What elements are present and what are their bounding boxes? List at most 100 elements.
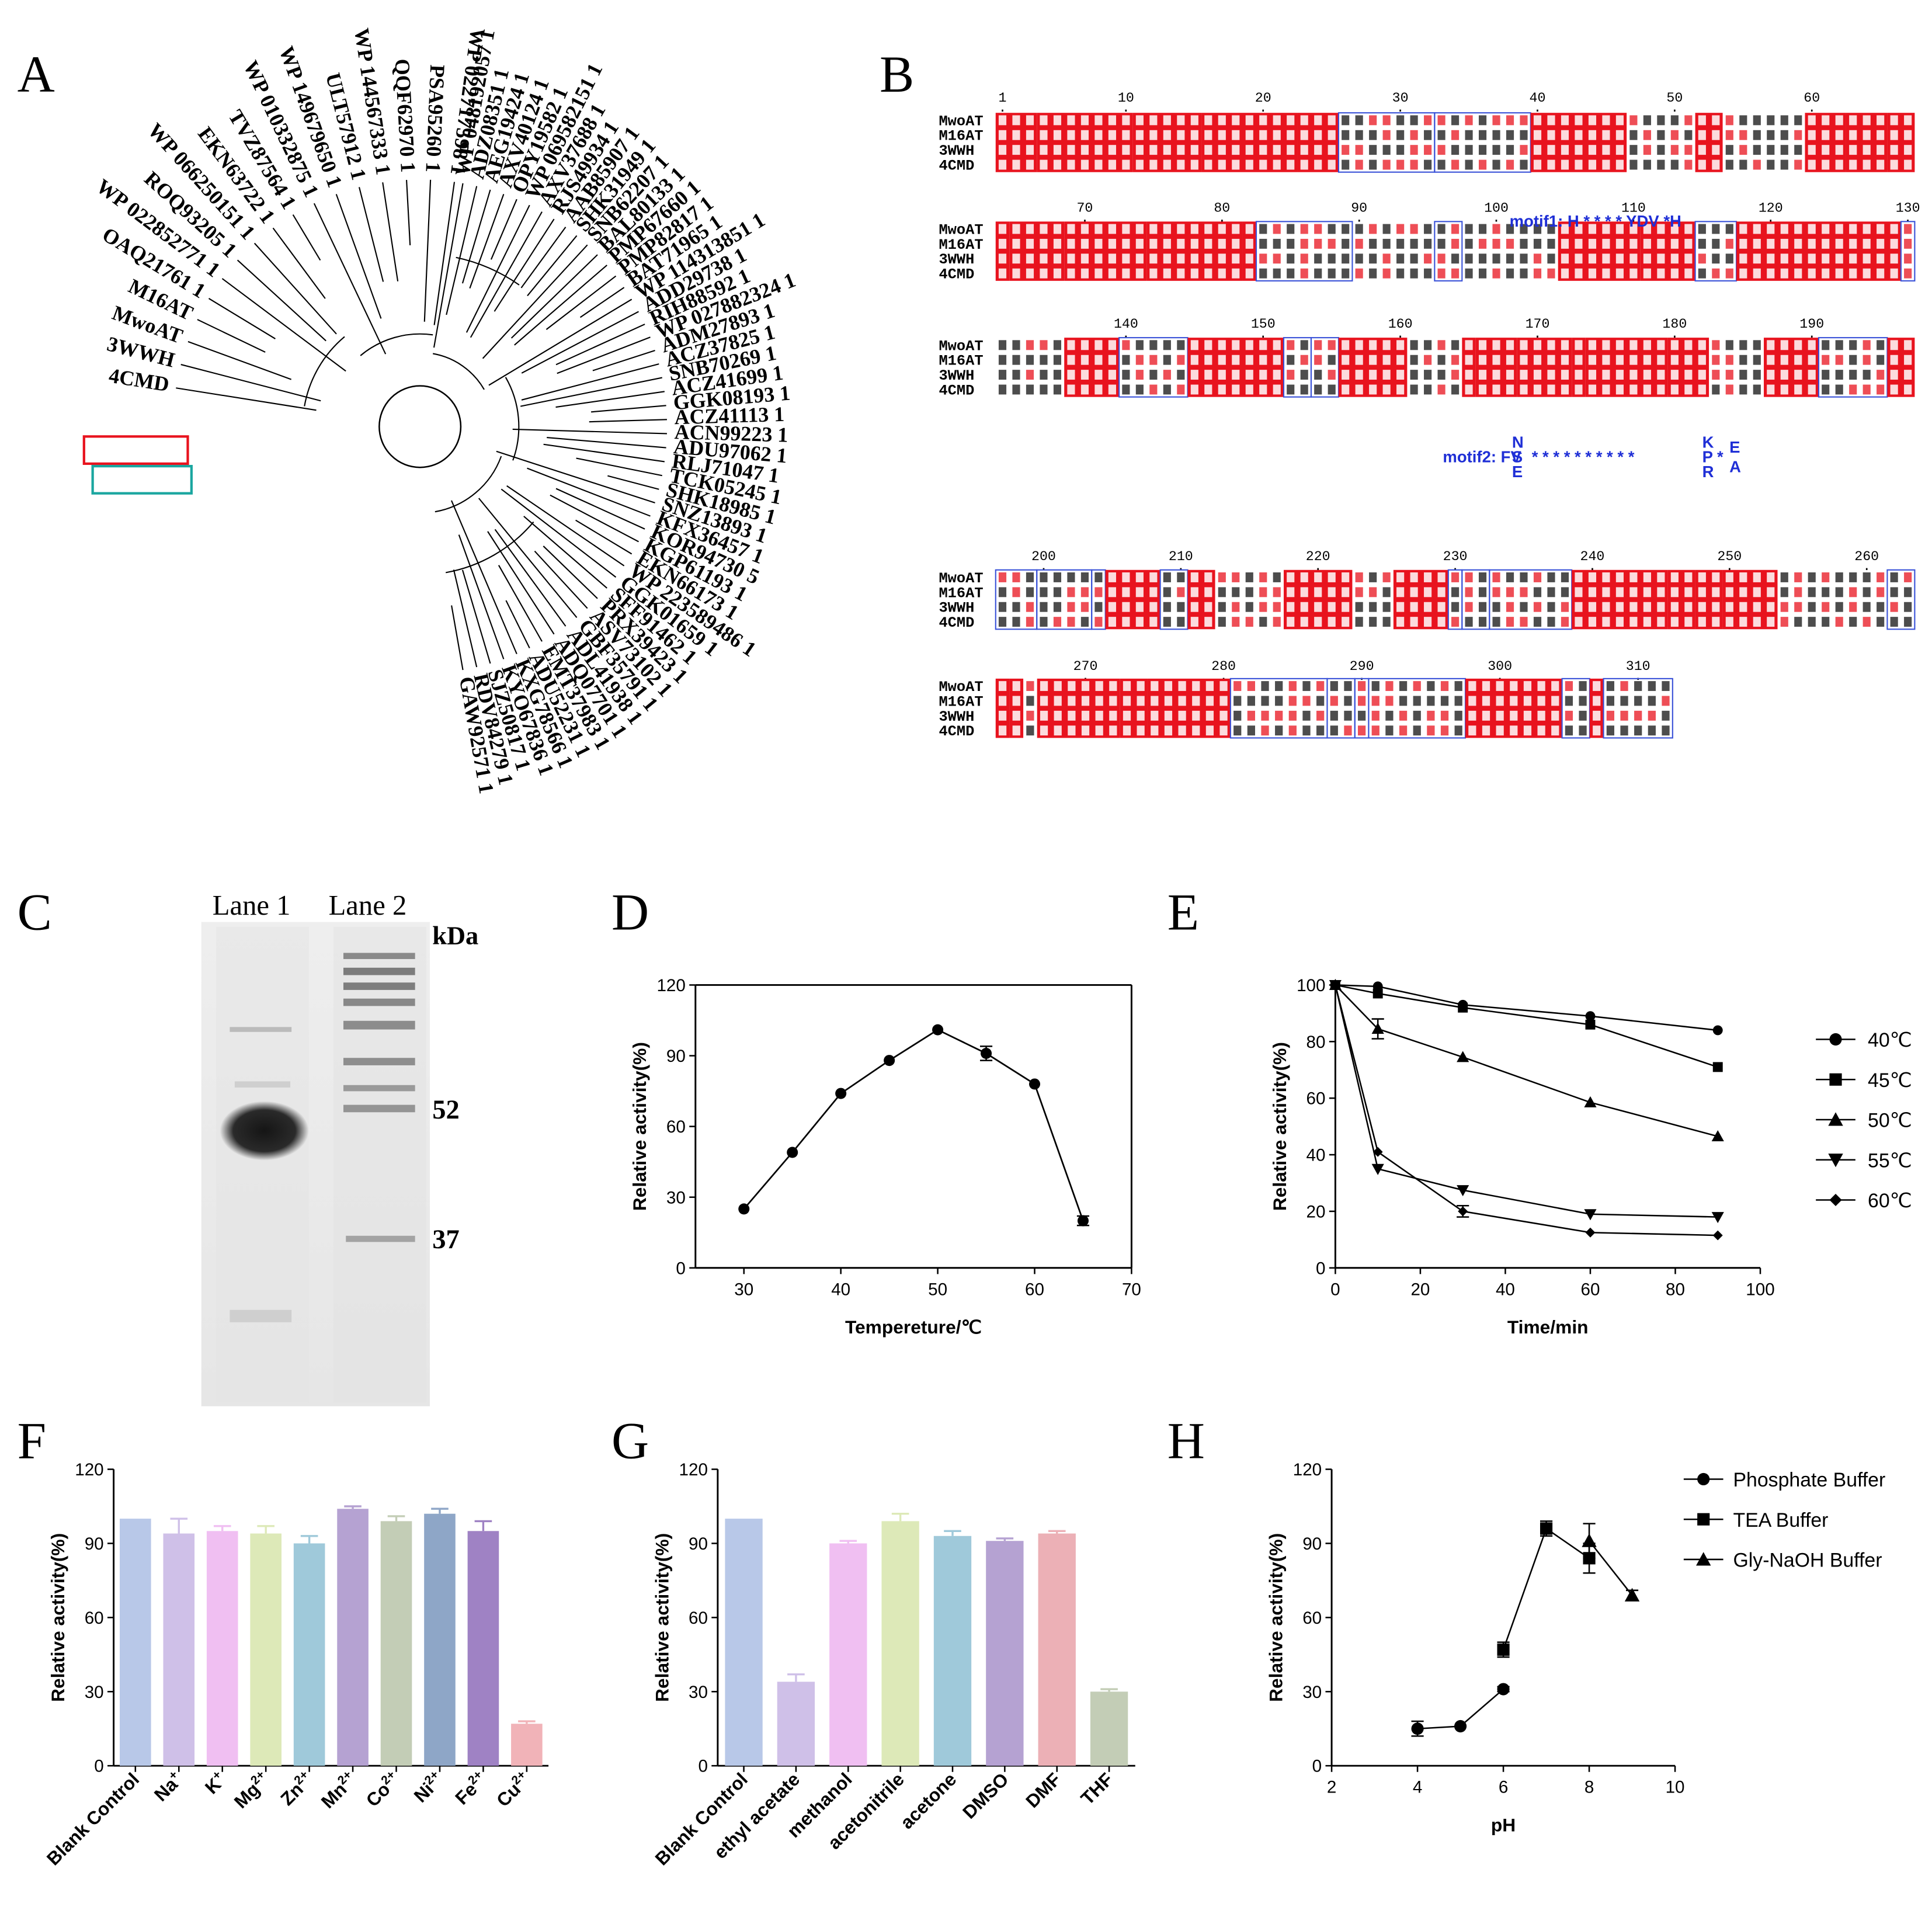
alignment-residue [1314, 587, 1322, 598]
alignment-residue [1739, 572, 1747, 582]
alignment-residue [1551, 725, 1559, 736]
tree-branch [501, 488, 617, 578]
alignment-residue [1561, 253, 1569, 264]
alignment-residue [1684, 115, 1693, 126]
alignment-residue [1300, 159, 1308, 170]
x-tick-label: 30 [734, 1280, 753, 1299]
alignment-residue [1725, 370, 1733, 380]
alignment-residue [1427, 681, 1435, 692]
alignment-residue [1355, 159, 1363, 170]
tree-branch [465, 204, 530, 333]
alignment-residue [1382, 130, 1391, 140]
alignment-residue [1904, 617, 1912, 627]
alignment-residue [1012, 224, 1020, 234]
alignment-residue [1233, 681, 1242, 692]
alignment-residue [1300, 224, 1308, 234]
alignment-residue [1369, 238, 1377, 249]
tree-branch [433, 182, 456, 325]
alignment-residue [1547, 224, 1555, 234]
alignment-residue [1849, 224, 1857, 234]
alignment-residue [1149, 340, 1158, 350]
alignment-residue [1767, 159, 1775, 170]
alignment-residue [1287, 587, 1295, 598]
alignment-sequence-name: 3WWH [939, 251, 974, 268]
alignment-residue [1615, 268, 1624, 279]
alignment-residue [1822, 572, 1830, 582]
tree-branch [590, 405, 666, 413]
alignment-sequence-name: 4CMD [939, 614, 974, 631]
alignment-residue [998, 159, 1007, 170]
alignment-residue [1424, 268, 1432, 279]
alignment-residue [1192, 696, 1200, 706]
alignment-residue [1602, 145, 1610, 155]
alignment-residue [1588, 224, 1597, 234]
alignment-residue [1698, 384, 1706, 395]
tree-branch [237, 259, 326, 342]
motif2-p: P [1702, 448, 1713, 466]
alignment-residue [1579, 696, 1587, 706]
alignment-residue [1355, 115, 1363, 126]
alignment-residue [1122, 268, 1130, 279]
alignment-residue [1602, 130, 1610, 140]
panel-d-letter: D [611, 884, 649, 941]
alignment-residue [1247, 725, 1255, 736]
data-point [1584, 1096, 1597, 1107]
alignment-residue [1877, 384, 1885, 395]
alignment-tick-dot: . [1670, 100, 1679, 116]
alignment-residue [1657, 115, 1665, 126]
alignment-residue [1080, 355, 1089, 365]
alignment-residue [1561, 384, 1569, 395]
tree-branch [534, 550, 588, 609]
alignment-residue [1904, 587, 1912, 598]
alignment-residue [1492, 130, 1500, 140]
alignment-residue [1588, 268, 1597, 279]
alignment-residue [1399, 725, 1408, 736]
alignment-residue [1533, 115, 1542, 126]
alignment-residue [1670, 253, 1679, 264]
alignment-residue [1575, 145, 1583, 155]
alignment-residue [1300, 145, 1308, 155]
alignment-residue [1698, 115, 1706, 126]
alignment-residue [1330, 696, 1338, 706]
alignment-residue [1492, 617, 1500, 627]
alignment-residue [1602, 115, 1610, 126]
alignment-residue [1520, 130, 1528, 140]
data-point [981, 1047, 992, 1060]
alignment-residue [1287, 159, 1295, 170]
tree-branch [221, 278, 346, 372]
alignment-residue [1040, 370, 1048, 380]
alignment-residue [1342, 355, 1350, 365]
alignment-residue [1080, 159, 1089, 170]
alignment-residue [1205, 725, 1214, 736]
alignment-conserved-block [1589, 678, 1604, 738]
alignment-residue [1492, 370, 1500, 380]
alignment-residue [1890, 602, 1898, 612]
data-point [1585, 1019, 1596, 1030]
alignment-residue [1424, 602, 1432, 612]
alignment-residue [1877, 115, 1885, 126]
data-point [1028, 1078, 1041, 1090]
alignment-residue [1135, 238, 1144, 249]
alignment-residue [998, 681, 1007, 692]
alignment-residue [1012, 340, 1020, 350]
alignment-residue [998, 572, 1007, 582]
alignment-residue [1684, 370, 1693, 380]
alignment-residue [1218, 370, 1226, 380]
alignment-residue [1451, 145, 1460, 155]
alignment-residue [1094, 159, 1103, 170]
alignment-residue [1218, 602, 1226, 612]
alignment-residue [1523, 681, 1532, 692]
alignment-residue [1410, 253, 1418, 264]
bar [511, 1724, 543, 1766]
alignment-tick-dot: . [1396, 100, 1405, 116]
alignment-residue [1410, 159, 1418, 170]
alignment-residue [1135, 572, 1144, 582]
alignment-residue [1012, 145, 1020, 155]
alignment-sequence-name: MwoAT [939, 679, 983, 696]
alignment-residue [1288, 725, 1297, 736]
y-axis-label: Relative activity(%) [1265, 1533, 1286, 1702]
alignment-residue [1095, 696, 1103, 706]
alignment-residue [1149, 238, 1158, 249]
alignment-residue [1890, 340, 1898, 350]
